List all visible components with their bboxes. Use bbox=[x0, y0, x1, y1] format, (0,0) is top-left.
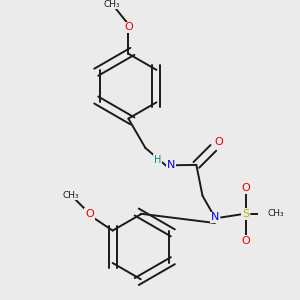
Text: H: H bbox=[154, 155, 161, 165]
Text: O: O bbox=[242, 183, 250, 193]
Text: CH₃: CH₃ bbox=[268, 208, 284, 217]
Text: N: N bbox=[167, 160, 176, 170]
Text: S: S bbox=[242, 209, 249, 219]
Text: O: O bbox=[242, 236, 250, 246]
Text: CH₃: CH₃ bbox=[63, 190, 79, 200]
Text: O: O bbox=[85, 209, 94, 219]
Text: O: O bbox=[214, 137, 223, 147]
Text: CH₃: CH₃ bbox=[103, 0, 120, 9]
Text: O: O bbox=[124, 22, 133, 32]
Text: N: N bbox=[211, 212, 219, 222]
